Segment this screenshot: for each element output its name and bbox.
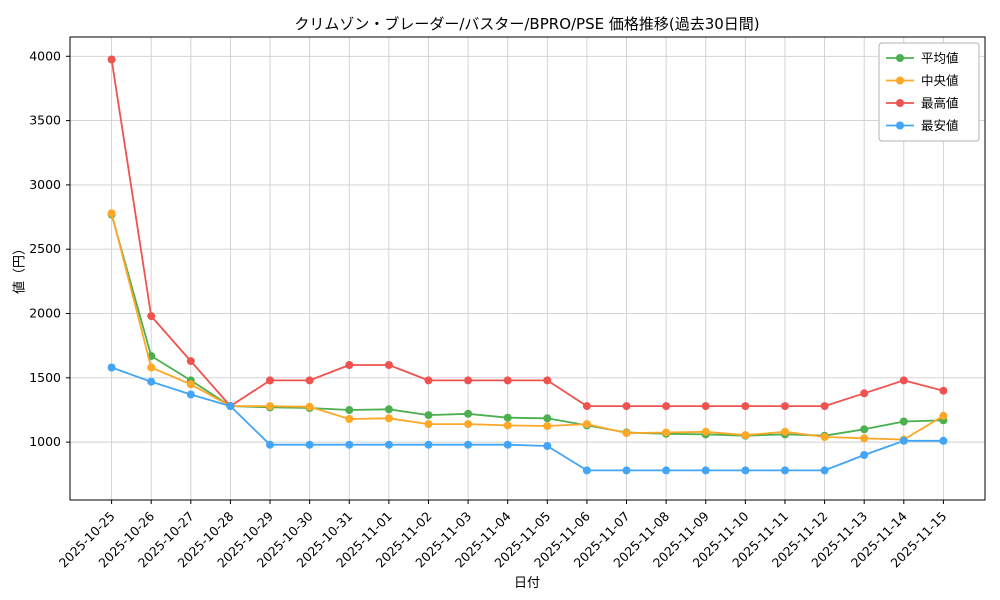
series-point-max <box>741 402 750 411</box>
series-point-min <box>662 466 671 475</box>
series-point-median <box>424 420 433 429</box>
series-point-max <box>582 402 591 411</box>
series-point-min <box>701 466 710 475</box>
series-point-median <box>464 420 473 429</box>
series-point-median <box>582 420 591 429</box>
series-line-max <box>110 58 945 407</box>
series-point-average <box>464 409 473 418</box>
y-tick-label: 2000 <box>29 306 61 321</box>
series-point-min <box>622 466 631 475</box>
series-point-median <box>266 402 274 411</box>
chart-title: クリムゾン・ブレーダー/バスター/BPRO/PSE 価格推移(過去30日間) <box>294 15 760 33</box>
legend-label-median: 中央値 <box>921 73 959 88</box>
series-point-max <box>781 402 789 411</box>
series-point-median <box>384 414 393 423</box>
series-point-median <box>939 411 948 420</box>
y-tick-label: 4000 <box>29 48 61 63</box>
x-axis-label: 日付 <box>513 576 541 591</box>
series-point-max <box>543 376 552 385</box>
series-point-max <box>662 402 671 411</box>
series-point-median <box>503 421 512 430</box>
series-point-min <box>781 466 789 475</box>
series-line-min <box>110 366 945 472</box>
legend-marker-max <box>896 99 904 107</box>
series-point-median <box>186 380 195 389</box>
series-point-max <box>622 402 631 411</box>
series-point-min <box>543 442 552 450</box>
series-point-median <box>781 427 789 436</box>
series-point-max <box>186 357 195 366</box>
series-point-median <box>662 428 671 437</box>
series-point-min <box>305 440 314 449</box>
series-point-average <box>424 411 433 420</box>
legend-marker-min <box>896 121 904 130</box>
series-point-median <box>107 209 116 218</box>
legend-label-min: 最安値 <box>921 118 959 133</box>
legend-marker-median <box>896 76 904 85</box>
y-tick-label: 1000 <box>29 434 61 449</box>
series-point-max <box>820 402 829 411</box>
legend-label-max: 最高値 <box>921 96 959 111</box>
series-point-median <box>305 402 314 411</box>
series-point-average <box>345 406 354 414</box>
plot-border <box>69 36 986 501</box>
series-point-min <box>582 466 591 475</box>
series-point-min <box>186 390 195 399</box>
series-point-max <box>107 55 116 64</box>
series-point-min <box>424 440 433 449</box>
series-point-average <box>384 405 393 414</box>
y-tick-label: 3000 <box>29 177 61 192</box>
legend-box <box>878 42 980 142</box>
series-line-median <box>110 212 945 441</box>
series-point-median <box>543 422 552 430</box>
series-point-average <box>899 417 908 426</box>
series-point-average <box>860 425 869 434</box>
y-axis-label: 値（円） <box>12 241 28 295</box>
series-point-min <box>899 436 908 445</box>
series-point-min <box>820 466 829 475</box>
y-tick-label: 3500 <box>29 113 61 128</box>
series-point-max <box>384 361 393 369</box>
series-point-min <box>384 440 393 449</box>
series-point-average <box>503 413 512 422</box>
series-point-min <box>345 440 354 449</box>
series-point-median <box>147 363 156 372</box>
series-point-median <box>701 427 710 436</box>
series-point-min <box>226 402 235 411</box>
series-point-min <box>147 377 156 386</box>
series-point-max <box>899 376 908 385</box>
series-point-min <box>266 440 274 449</box>
series-point-max <box>860 389 869 398</box>
series-point-min <box>503 440 512 449</box>
series-point-min <box>860 451 869 459</box>
series-point-min <box>107 363 116 372</box>
y-tick-label: 1500 <box>29 370 61 385</box>
legend-marker-average <box>896 54 904 62</box>
series-point-max <box>464 376 473 385</box>
series-point-max <box>266 376 274 385</box>
series-point-max <box>424 376 433 385</box>
series-point-average <box>543 414 552 423</box>
legend-label-average: 平均値 <box>921 51 959 66</box>
series-point-median <box>622 429 631 438</box>
series-point-max <box>939 386 948 395</box>
series-point-median <box>820 433 829 441</box>
series-point-min <box>741 466 750 475</box>
series-point-max <box>345 361 354 369</box>
y-tick-label: 2500 <box>29 241 61 256</box>
series-point-min <box>464 440 473 449</box>
series-point-min <box>939 436 948 445</box>
series-point-max <box>147 312 156 321</box>
series-point-median <box>345 415 354 423</box>
series-point-max <box>503 376 512 385</box>
series-point-max <box>701 402 710 411</box>
series-point-median <box>860 434 869 443</box>
series-point-median <box>741 431 750 440</box>
series-point-max <box>305 376 314 385</box>
